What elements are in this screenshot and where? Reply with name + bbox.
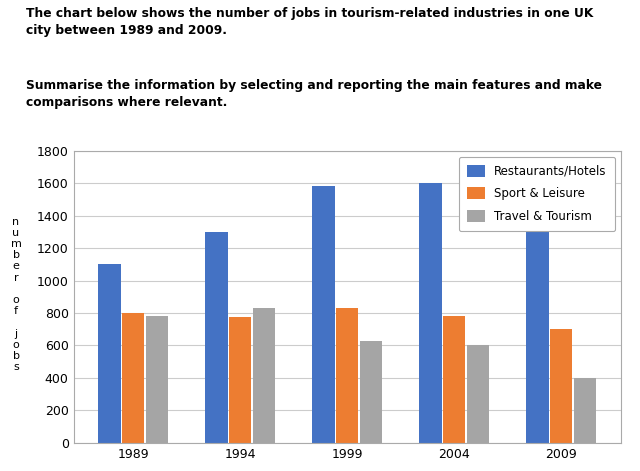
Bar xyxy=(336,308,358,443)
Text: The chart below shows the number of jobs in tourism-related industries in one UK: The chart below shows the number of jobs… xyxy=(26,7,593,37)
Legend: Restaurants/Hotels, Sport & Leisure, Travel & Tourism: Restaurants/Hotels, Sport & Leisure, Tra… xyxy=(459,157,615,231)
Bar xyxy=(443,316,465,443)
Bar xyxy=(145,316,168,443)
Text: Summarise the information by selecting and reporting the main features and make
: Summarise the information by selecting a… xyxy=(26,79,602,109)
Text: n
u
m
b
e
r
 
o
f
 
j
o
b
s: n u m b e r o f j o b s xyxy=(11,217,21,372)
Bar xyxy=(312,187,335,443)
Bar xyxy=(360,341,382,443)
Bar xyxy=(527,187,549,443)
Bar xyxy=(573,378,596,443)
Bar xyxy=(229,317,252,443)
Bar xyxy=(467,345,489,443)
Bar xyxy=(122,313,145,443)
Bar xyxy=(205,232,228,443)
Bar xyxy=(253,308,275,443)
Bar xyxy=(419,183,442,443)
Bar xyxy=(550,329,572,443)
Bar xyxy=(99,264,121,443)
